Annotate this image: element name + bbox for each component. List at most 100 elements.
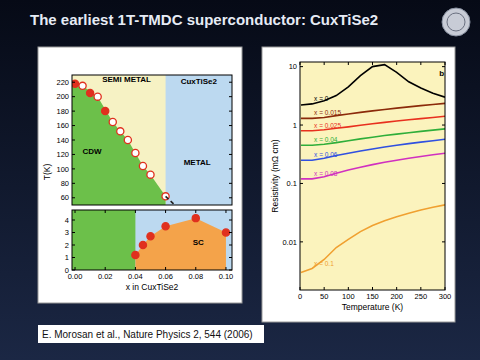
x-tick [348,287,349,290]
y-tick [300,66,303,67]
data-point [132,149,139,156]
y-tick [442,241,445,242]
annotation: METAL [184,158,211,167]
data-point [147,171,154,178]
x-tick-label: 50 [320,292,328,301]
x-axis-title: x in CuxTiSe2 [126,282,179,292]
x-tick-label: 0.08 [188,272,203,281]
y-tick [72,140,75,141]
y-tick-label: 120 [56,150,69,159]
series-label: x = 0 [314,95,329,102]
y-tick [229,183,232,184]
y-tick [300,125,303,126]
x-tick [195,210,196,213]
y-tick [72,125,75,126]
background [0,0,480,360]
metal-region [72,75,232,205]
annotation: CuxTiSe2 [181,77,218,86]
left-panel [38,47,242,303]
data-point [124,136,131,143]
data-point [139,241,146,248]
y-tick [229,220,232,221]
y-tick [72,96,75,97]
plot-area [72,75,232,205]
x-tick-label: 150 [366,292,379,301]
x-tick-label: 0.10 [219,272,234,281]
x-tick [396,287,397,290]
y-tick-label: 100 [56,165,69,174]
series-label: x = 0.06 [314,151,338,158]
series-label: x = 0.015 [314,109,341,116]
x-tick [420,62,421,65]
annotation: SC [193,238,204,247]
annotation: SEMI METAL [102,75,151,84]
data-point [147,233,154,240]
x-tick [348,62,349,65]
x-tick [225,267,226,270]
y-tick-label: 140 [56,136,69,145]
x-tick-label: 0.06 [158,272,173,281]
x-tick [135,210,136,213]
y-tick [72,232,75,233]
plot-area [72,210,232,270]
y-tick [229,154,232,155]
series-label: x = 0.04 [314,136,338,143]
x-tick [225,210,226,213]
x-tick [300,287,301,290]
data-point [192,215,199,222]
annotation: CDW [83,147,103,156]
x-tick [75,210,76,213]
x-tick [75,267,76,270]
series-label: x = 0.08 [314,170,338,177]
data-point [139,162,146,169]
y-tick [72,183,75,184]
series-line [301,65,445,105]
logo-ring [447,13,465,31]
plot-frame [300,62,445,290]
y-tick-label: 0.1 [287,179,297,188]
x-tick-label: 0.02 [98,272,113,281]
x-tick-label: 300 [439,292,452,301]
y-tick [72,82,75,83]
x-tick [105,267,106,270]
x-tick [445,287,446,290]
y-tick [72,257,75,258]
y-tick [229,140,232,141]
x-tick [195,267,196,270]
y-axis-title: T(K) [42,164,52,181]
x-tick-label: 200 [390,292,403,301]
series-label: x = 0.025 [314,122,341,129]
cdw-region [72,210,135,270]
citation: E. Morosan et al., Nature Physics 2, 544… [42,329,253,340]
y-tick-label: 180 [56,107,69,116]
plot-frame [72,210,232,270]
series-label: x = 0.1 [314,260,334,267]
x-tick [372,287,373,290]
metal-region [72,210,232,270]
x-tick [324,287,325,290]
y-tick [229,232,232,233]
plot-background [300,62,445,290]
y-tick [229,125,232,126]
y-tick [72,197,75,198]
series-line [301,129,445,145]
y-tick [72,168,75,169]
x-tick [445,62,446,65]
series-line [301,205,445,273]
right-panel [262,47,455,322]
x-tick [372,62,373,65]
data-point [222,229,229,236]
data-point [79,82,86,89]
y-tick [229,245,232,246]
plot-area [300,62,445,290]
data-point [117,128,124,135]
plot-frame [72,75,232,205]
x-tick-label: 0.04 [128,272,143,281]
y-tick-label: 200 [56,92,69,101]
y-tick-label: 2 [65,241,69,250]
data-point [87,89,94,96]
data-point [72,80,79,87]
semimetal-region [72,75,166,205]
y-tick-label: 4 [65,216,69,225]
y-tick [229,270,232,271]
